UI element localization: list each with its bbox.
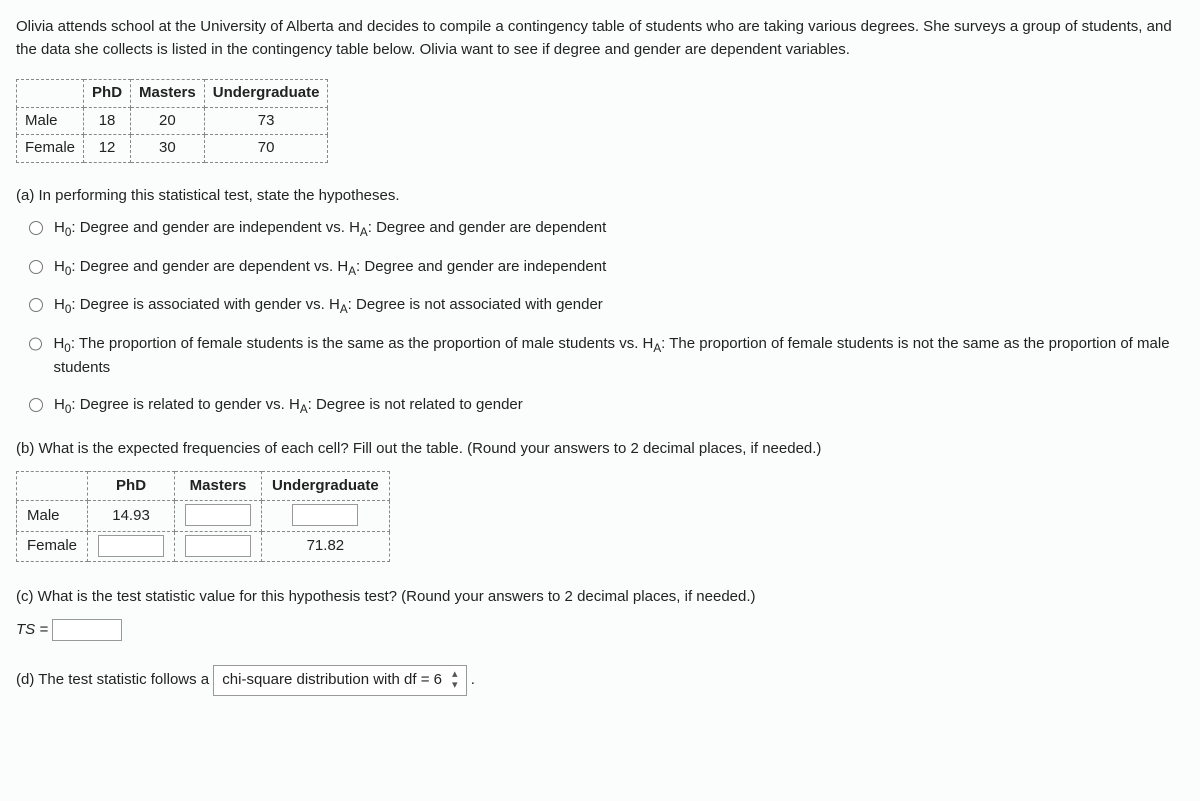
table-row: Male 18 20 73 — [17, 107, 328, 135]
radio-option-3[interactable] — [29, 298, 43, 312]
chevron-updown-icon: ▴▾ — [452, 669, 458, 691]
row-label-male: Male — [17, 107, 84, 135]
ts-label: TS = — [16, 621, 48, 638]
radio-option-4[interactable] — [29, 337, 42, 351]
option-1-text: H0: Degree and gender are independent vs… — [54, 217, 606, 242]
col-header-undergrad: Undergraduate — [204, 80, 328, 108]
radio-option-1[interactable] — [29, 221, 43, 235]
col-header-phd: PhD — [84, 80, 131, 108]
dropdown-value: chi-square distribution with df = 6 — [222, 669, 442, 692]
part-c-prompt: (c) What is the test statistic value for… — [16, 586, 1184, 609]
exp-cell-male-phd: 14.93 — [88, 501, 175, 532]
part-d-after: . — [471, 671, 475, 688]
option-2[interactable]: H0: Degree and gender are dependent vs. … — [16, 256, 1184, 281]
expected-empty-header — [17, 471, 88, 501]
table-row: Male 14.93 — [17, 501, 390, 532]
exp-row-male: Male — [17, 501, 88, 532]
radio-option-5[interactable] — [29, 398, 43, 412]
part-b-prompt: (b) What is the expected frequencies of … — [16, 438, 1184, 461]
cell: 73 — [204, 107, 328, 135]
table-empty-header — [17, 80, 84, 108]
exp-input-female-masters[interactable] — [185, 535, 251, 557]
cell: 70 — [204, 135, 328, 163]
option-5[interactable]: H0: Degree is related to gender vs. HA: … — [16, 394, 1184, 419]
exp-col-masters: Masters — [175, 471, 262, 501]
exp-input-female-phd[interactable] — [98, 535, 164, 557]
contingency-table: PhD Masters Undergraduate Male 18 20 73 … — [16, 79, 328, 163]
exp-row-female: Female — [17, 531, 88, 562]
part-d-line: (d) The test statistic follows a chi-squ… — [16, 665, 1184, 696]
cell: 30 — [131, 135, 205, 163]
part-a-options: H0: Degree and gender are independent vs… — [16, 217, 1184, 418]
radio-option-2[interactable] — [29, 260, 43, 274]
exp-cell-female-masters — [175, 531, 262, 562]
ts-input[interactable] — [52, 619, 122, 641]
exp-col-undergrad: Undergraduate — [262, 471, 390, 501]
exp-cell-female-undergrad: 71.82 — [262, 531, 390, 562]
cell: 12 — [84, 135, 131, 163]
option-1[interactable]: H0: Degree and gender are independent vs… — [16, 217, 1184, 242]
exp-input-male-undergrad[interactable] — [292, 504, 358, 526]
exp-cell-female-phd — [88, 531, 175, 562]
option-4-text: H0: The proportion of female students is… — [53, 333, 1184, 380]
exp-cell-male-masters — [175, 501, 262, 532]
cell: 18 — [84, 107, 131, 135]
exp-col-phd: PhD — [88, 471, 175, 501]
expected-freq-table: PhD Masters Undergraduate Male 14.93 Fem… — [16, 471, 390, 563]
row-label-female: Female — [17, 135, 84, 163]
part-a-prompt: (a) In performing this statistical test,… — [16, 185, 1184, 208]
table-row: Female 71.82 — [17, 531, 390, 562]
option-5-text: H0: Degree is related to gender vs. HA: … — [54, 394, 523, 419]
intro-text: Olivia attends school at the University … — [16, 16, 1184, 61]
option-3-text: H0: Degree is associated with gender vs.… — [54, 294, 603, 319]
col-header-masters: Masters — [131, 80, 205, 108]
exp-cell-male-undergrad — [262, 501, 390, 532]
table-row: Female 12 30 70 — [17, 135, 328, 163]
option-3[interactable]: H0: Degree is associated with gender vs.… — [16, 294, 1184, 319]
ts-line: TS = — [16, 619, 1184, 642]
distribution-dropdown[interactable]: chi-square distribution with df = 6 ▴▾ — [213, 665, 466, 696]
option-2-text: H0: Degree and gender are dependent vs. … — [54, 256, 606, 281]
option-4[interactable]: H0: The proportion of female students is… — [16, 333, 1184, 380]
exp-input-male-masters[interactable] — [185, 504, 251, 526]
cell: 20 — [131, 107, 205, 135]
part-d-before: (d) The test statistic follows a — [16, 671, 209, 688]
